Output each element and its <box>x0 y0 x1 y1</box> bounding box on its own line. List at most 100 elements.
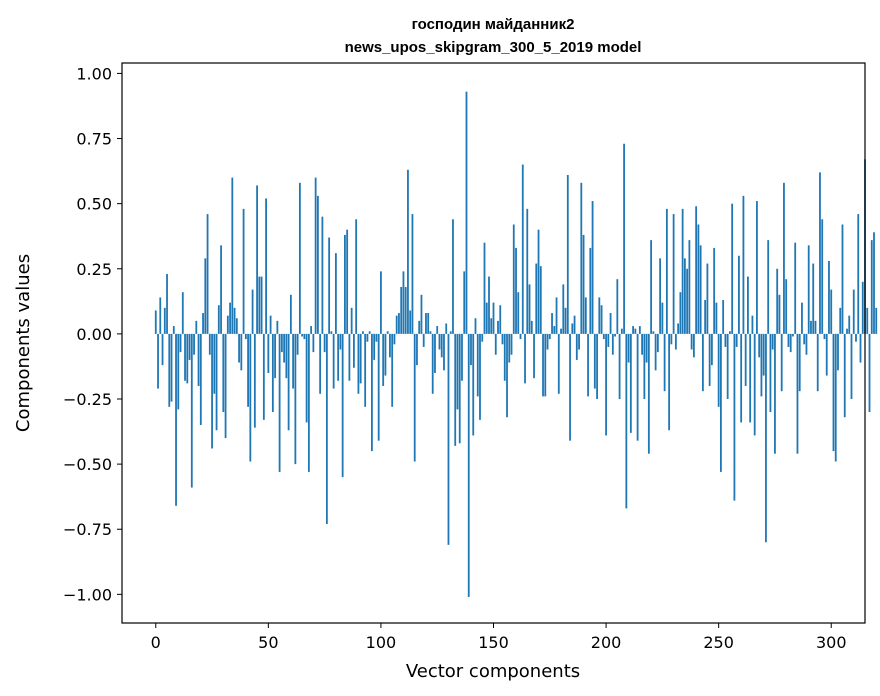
bar <box>593 333 596 389</box>
bar <box>292 333 295 389</box>
bar <box>166 273 168 334</box>
bar <box>447 333 450 545</box>
bar <box>274 333 277 379</box>
bar <box>251 289 254 334</box>
bar <box>316 195 319 334</box>
bar <box>373 333 376 360</box>
bar <box>269 315 272 334</box>
bar <box>506 333 508 418</box>
bar <box>810 320 812 334</box>
bar <box>265 198 267 334</box>
bar <box>434 333 436 373</box>
bar <box>605 333 607 436</box>
bar <box>553 326 556 334</box>
bar <box>244 333 247 340</box>
bar <box>690 333 693 350</box>
bar <box>533 333 535 379</box>
bar <box>848 315 851 334</box>
bar <box>332 333 335 389</box>
bar <box>837 333 839 371</box>
bar <box>665 208 668 334</box>
bar <box>526 208 529 334</box>
bar <box>238 333 240 363</box>
bar <box>744 333 747 386</box>
bar <box>157 333 159 389</box>
bar <box>710 333 713 366</box>
bar <box>557 333 560 394</box>
x-axis-ticks: 0 50 100 150 200 250 300 <box>151 623 847 652</box>
bar <box>801 302 803 334</box>
bar <box>551 313 553 334</box>
bar <box>841 224 844 334</box>
bar <box>774 333 776 454</box>
bar <box>724 333 727 347</box>
bar <box>476 333 479 397</box>
bar <box>645 333 648 363</box>
bar <box>319 333 322 394</box>
bar <box>206 214 209 334</box>
bar <box>816 333 819 392</box>
bar <box>805 333 808 355</box>
chart-subtitle: news_upos_skipgram_300_5_2019 model <box>345 39 642 56</box>
bar <box>224 333 227 439</box>
bar <box>402 271 405 334</box>
bar <box>386 331 389 334</box>
bar <box>861 281 864 334</box>
bar <box>762 333 765 376</box>
bar <box>436 326 439 334</box>
bar <box>418 320 421 334</box>
bar <box>310 326 313 334</box>
bar <box>602 333 605 340</box>
y-tick-label: −0.25 <box>63 390 112 409</box>
bar <box>751 315 754 334</box>
bar <box>339 333 342 350</box>
bar <box>276 320 279 334</box>
bar <box>220 245 222 334</box>
bar <box>537 229 540 334</box>
bar <box>573 315 576 334</box>
bar <box>812 263 815 334</box>
bar <box>659 258 662 334</box>
bar <box>668 333 671 431</box>
bar <box>375 333 378 342</box>
bar <box>636 333 639 441</box>
bar <box>695 206 698 334</box>
bar <box>371 333 373 452</box>
bar <box>440 333 443 358</box>
bar <box>494 333 497 355</box>
bar <box>789 333 792 353</box>
bar <box>611 333 614 355</box>
bar <box>258 276 261 334</box>
bar <box>623 143 625 334</box>
bar <box>600 305 603 334</box>
bar <box>314 177 317 334</box>
bar <box>334 253 337 334</box>
bar <box>213 333 216 394</box>
bar <box>787 333 790 347</box>
bar <box>503 333 506 381</box>
bar <box>197 333 200 386</box>
bar <box>479 333 481 420</box>
bar <box>643 333 646 399</box>
bar <box>807 245 810 334</box>
bar <box>681 208 684 334</box>
bar <box>443 333 445 371</box>
bar <box>391 333 394 407</box>
bar <box>199 333 202 426</box>
bar <box>368 331 371 334</box>
bar <box>389 333 391 358</box>
bar <box>855 333 857 342</box>
bar <box>285 333 288 379</box>
bar <box>575 333 578 360</box>
bar <box>463 271 466 334</box>
bar <box>303 333 306 340</box>
bar <box>857 214 860 334</box>
bar <box>172 326 175 334</box>
bar <box>366 333 369 342</box>
bar <box>348 333 351 381</box>
chart-title: господин майданник2 <box>412 16 575 33</box>
bar <box>202 313 204 334</box>
bar <box>704 300 707 334</box>
bar <box>186 333 189 384</box>
